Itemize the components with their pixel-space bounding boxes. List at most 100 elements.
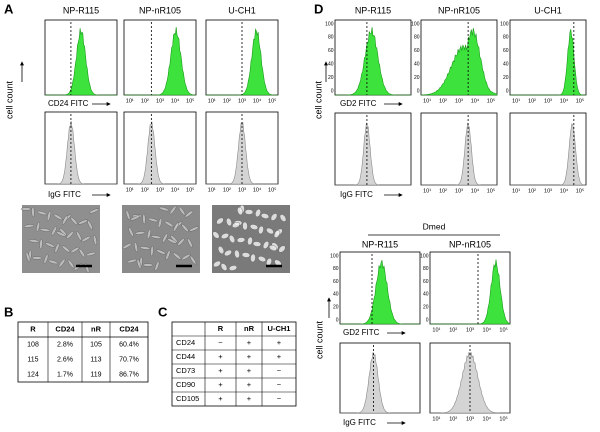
cell [236, 237, 246, 243]
cell [53, 213, 63, 221]
x-tick-label: 10⁵ [576, 187, 584, 194]
x-tick-label: 10³ [156, 187, 164, 193]
table-cell: − [277, 380, 282, 389]
y-tick-label: 20 [503, 75, 509, 81]
x-tick-label: 10⁵ [186, 186, 194, 193]
x-tick-label: 10² [223, 187, 231, 193]
cell [213, 260, 221, 268]
plot-frame [420, 112, 498, 186]
table-cell: CD90 [176, 380, 195, 389]
table-cell: + [218, 366, 223, 375]
column-title: NP-nR105 [449, 239, 491, 249]
panel-label: B [4, 304, 13, 319]
cell [244, 209, 254, 215]
cell [70, 216, 78, 226]
cell [142, 263, 154, 267]
y-tick-label: 60 [414, 48, 420, 54]
x-axis-label: IgG FITC [48, 190, 81, 199]
histogram-green [340, 259, 420, 325]
cell [43, 254, 49, 264]
table-cell: + [218, 352, 223, 361]
cell [150, 235, 162, 239]
y-tick-label: 40 [503, 62, 509, 68]
table-header: R [218, 324, 224, 333]
cell [189, 255, 197, 265]
x-tick-label: 10² [528, 98, 536, 104]
x-tick-label: 10³ [455, 188, 463, 194]
x-tick-label: 10⁵ [576, 97, 584, 104]
cell [48, 259, 58, 265]
histogram-green [335, 27, 411, 96]
table-cell: 1.7% [57, 371, 73, 378]
x-tick-label: 10³ [544, 188, 552, 194]
x-tick-label: 10³ [238, 187, 246, 193]
x-axis-label: IgG FITC [340, 190, 373, 199]
histogram-green [124, 26, 196, 96]
table-cell: CD73 [176, 366, 195, 375]
cell [154, 261, 160, 271]
table-cell: + [247, 366, 252, 375]
cell [279, 214, 287, 222]
cell [177, 238, 185, 246]
table-cell: + [247, 338, 252, 347]
cell [147, 217, 159, 223]
cell [134, 231, 146, 235]
table-cell: 60.4% [119, 341, 139, 348]
x-tick-label: 10³ [466, 416, 474, 422]
y-tick-label: 60 [328, 48, 334, 54]
cell [262, 241, 270, 249]
table-cell: + [218, 380, 223, 389]
cell [270, 213, 278, 221]
y-tick-label: 40 [333, 292, 339, 298]
x-tick-label: 10⁵ [487, 97, 495, 104]
cell [28, 239, 40, 243]
x-tick-label: 10² [223, 98, 231, 104]
cell [156, 249, 166, 255]
cell [252, 241, 262, 247]
x-axis-label: IgG FITC [343, 418, 376, 427]
cell [249, 224, 259, 230]
cell [36, 210, 48, 216]
cell [237, 206, 243, 216]
cell [173, 222, 179, 232]
cell [150, 245, 154, 257]
x-tick-label: 10² [449, 327, 457, 333]
cell [220, 263, 228, 271]
table-cell: + [277, 338, 282, 347]
x-tick-label: 10¹ [432, 327, 440, 333]
table-cell: + [247, 394, 252, 403]
table-cell: + [247, 352, 252, 361]
x-tick-label: 10¹ [512, 188, 520, 194]
cell [184, 210, 194, 218]
y-tick-label: 40 [414, 62, 420, 68]
x-tick-label: 10³ [466, 327, 474, 333]
y-tick-label: 0 [426, 317, 429, 323]
y-tick-label: 20 [414, 75, 420, 81]
cell [39, 228, 51, 232]
x-tick-label: 10¹ [208, 187, 216, 193]
cell [85, 251, 97, 257]
table-cell: 86.7% [119, 371, 139, 378]
x-tick-label: 10⁴ [471, 97, 480, 104]
x-tick-label: 10² [439, 98, 447, 104]
cell [226, 217, 232, 227]
x-tick-label: 10² [141, 98, 149, 104]
table-cell: 2.6% [57, 356, 73, 363]
table-cell: − [218, 338, 223, 347]
histogram-gray [335, 122, 411, 186]
cell [130, 215, 140, 221]
y-tick-label: 60 [423, 279, 429, 285]
cell [189, 226, 199, 232]
table-cell: 2.8% [57, 341, 73, 348]
cell [54, 243, 60, 253]
x-tick-label: 10³ [455, 98, 463, 104]
x-tick-label: 10⁵ [487, 187, 495, 194]
table-cell: − [277, 394, 282, 403]
y-tick-label: 80 [423, 266, 429, 272]
table-header: nR [91, 324, 102, 333]
table-cell: − [277, 366, 282, 375]
panel-label: C [158, 304, 168, 319]
cell [255, 208, 261, 218]
x-tick-label: 10² [141, 187, 149, 193]
x-tick-label: 10² [439, 188, 447, 194]
